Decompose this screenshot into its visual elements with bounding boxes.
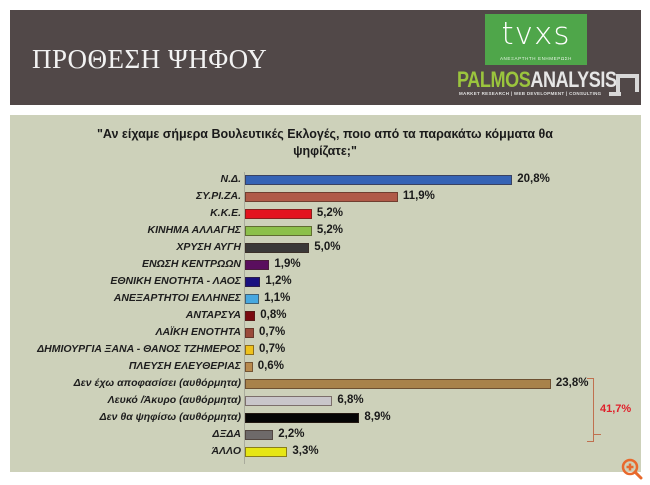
value-label: 0,6% <box>257 360 284 372</box>
undecided-bracket-tick <box>593 434 601 435</box>
value-label: 23,8% <box>555 377 589 389</box>
value-label: 1,9% <box>274 258 301 270</box>
bar-row: ΕΝΩΣΗ ΚΕΝΤΡΩΩΝ 1,9% <box>10 257 641 274</box>
category-label: Κ.Κ.Ε. <box>210 207 241 219</box>
bar-row: ΕΘΝΙΚΗ ΕΝΟΤΗΤΑ - ΛΑΟΣ 1,2% <box>10 274 641 291</box>
value-label: 1,2% <box>265 275 292 287</box>
bar <box>245 345 254 355</box>
category-label: Δεν έχω αποφασίσει (αυθόρμητα) <box>73 377 241 389</box>
bar <box>245 294 260 304</box>
bar <box>245 277 261 287</box>
bar <box>245 362 253 372</box>
palmos-logo-part2: ANALYSIS <box>530 67 617 92</box>
category-label: ΧΡΥΣΗ ΑΥΓΗ <box>176 241 241 253</box>
palmos-logo-tagline: MARKET RESEARCH | WEB DEVELOPMENT | CONS… <box>459 91 602 96</box>
tvxs-logo: tvxs ΑΝΕΞΑΡΤΗΤΗ ΕΝΗΜΕΡΩΣΗ <box>485 14 587 65</box>
value-label: 2,2% <box>278 428 305 440</box>
category-label: ΛΑΪΚΗ ΕΝΟΤΗΤΑ <box>155 326 241 338</box>
value-label: 0,8% <box>260 309 287 321</box>
bar-row: Ν.Δ. 20,8% <box>10 172 641 189</box>
bar-row: Δεν έχω αποφασίσει (αυθόρμητα) 23,8% <box>10 376 641 393</box>
bar-row: ΧΡΥΣΗ ΑΥΓΗ 5,0% <box>10 240 641 257</box>
category-label: Δεν θα ψηφίσω (αυθόρμητα) <box>99 411 241 423</box>
chart-panel: "Αν είχαμε σήμερα Βουλευτικές Εκλογές, π… <box>10 115 641 472</box>
category-label: Ν.Δ. <box>220 173 241 185</box>
value-label: 11,9% <box>402 190 435 202</box>
value-label: 6,8% <box>337 394 364 406</box>
bar-row: ΑΝΕΞΑΡΤΗΤΟΙ ΕΛΛΗΝΕΣ 1,1% <box>10 291 641 308</box>
palmos-analysis-logo: PALMOSANALYSIS MARKET RESEARCH | WEB DEV… <box>457 67 647 103</box>
palmos-logo-part1: PALMOS <box>457 67 531 92</box>
value-label: 8,9% <box>364 411 391 423</box>
bar <box>245 430 274 440</box>
zoom-in-icon[interactable] <box>620 457 644 481</box>
value-label: 0,7% <box>258 343 286 355</box>
category-label: ΔΞΔΑ <box>212 428 241 440</box>
category-label: ΆΛΛΟ <box>211 445 241 457</box>
palmos-logo-wordmark: PALMOSANALYSIS <box>457 67 617 93</box>
bar <box>245 192 398 202</box>
value-label: 5,2% <box>316 207 344 219</box>
bar <box>245 328 254 338</box>
bar-row: ΠΛΕΥΣΗ ΕΛΕΥΘΕΡΙΑΣ 0,6% <box>10 359 641 376</box>
undecided-total-label: 41,7% <box>600 403 632 415</box>
y-axis-line <box>244 172 245 464</box>
category-label: ΔΗΜΙΟΥΡΓΙΑ ΞΑΝΑ - ΘΑΝΟΣ ΤΖΗΜΕΡΟΣ <box>37 343 241 355</box>
bar <box>245 175 513 185</box>
bar-row: ΑΝΤΑΡΣΥΑ 0,8% <box>10 308 641 325</box>
bar-row: ΔΗΜΙΟΥΡΓΙΑ ΞΑΝΑ - ΘΑΝΟΣ ΤΖΗΜΕΡΟΣ 0,7% <box>10 342 641 359</box>
bar-row: Δεν θα ψηφίσω (αυθόρμητα) 8,9% <box>10 410 641 427</box>
palmos-logo-mark-icon <box>616 74 639 92</box>
header-banner: ΠΡΟΘΕΣΗ ΨΗΦΟΥ tvxs ΑΝΕΞΑΡΤΗΤΗ ΕΝΗΜΕΡΩΣΗ … <box>10 10 641 105</box>
bar <box>245 209 312 219</box>
bar <box>245 226 312 236</box>
value-label: 5,2% <box>316 224 344 236</box>
value-label: 20,8% <box>517 173 550 185</box>
value-label: 3,3% <box>292 445 319 457</box>
bar-row: ΛΑΪΚΗ ΕΝΟΤΗΤΑ 0,7% <box>10 325 641 342</box>
tvxs-logo-text: tvxs <box>501 16 571 52</box>
tvxs-logo-subtitle: ΑΝΕΞΑΡΤΗΤΗ ΕΝΗΜΕΡΩΣΗ <box>499 56 573 61</box>
bar-row: Κ.Κ.Ε. 5,2% <box>10 206 641 223</box>
bar <box>245 379 551 389</box>
bar-row: Λευκό /Άκυρο (αυθόρμητα) 6,8% <box>10 393 641 410</box>
bar-row: ΔΞΔΑ 2,2% <box>10 427 641 444</box>
bar <box>245 260 270 270</box>
category-label: ΑΝΤΑΡΣΥΑ <box>185 309 241 321</box>
chart-title: "Αν είχαμε σήμερα Βουλευτικές Εκλογές, π… <box>97 127 553 158</box>
category-label: ΣΥ.ΡΙ.ΖΑ. <box>196 190 241 202</box>
category-label: ΕΝΩΣΗ ΚΕΝΤΡΩΩΝ <box>141 258 241 270</box>
value-label: 1,1% <box>264 292 291 304</box>
value-label: 0,7% <box>258 326 286 338</box>
undecided-bracket <box>587 378 594 442</box>
category-label: ΚΙΝΗΜΑ ΑΛΛΑΓΗΣ <box>147 224 242 236</box>
bar <box>245 447 288 457</box>
category-label: ΕΘΝΙΚΗ ΕΝΟΤΗΤΑ - ΛΑΟΣ <box>110 275 241 287</box>
category-label: Λευκό /Άκυρο (αυθόρμητα) <box>107 394 241 406</box>
palmos-logo-mark-foot <box>609 92 621 96</box>
category-label: ΠΛΕΥΣΗ ΕΛΕΥΘΕΡΙΑΣ <box>128 360 241 372</box>
bar <box>245 243 310 253</box>
bar <box>245 311 256 321</box>
page-title: ΠΡΟΘΕΣΗ ΨΗΦΟΥ <box>32 44 268 74</box>
value-label: 5,0% <box>314 241 341 253</box>
bar-row: ΣΥ.ΡΙ.ΖΑ. 11,9% <box>10 189 641 206</box>
bar <box>245 413 360 423</box>
bar-row: ΆΛΛΟ 3,3% <box>10 444 641 461</box>
category-label: ΑΝΕΞΑΡΤΗΤΟΙ ΕΛΛΗΝΕΣ <box>113 292 241 304</box>
bar-row: ΚΙΝΗΜΑ ΑΛΛΑΓΗΣ 5,2% <box>10 223 641 240</box>
bar <box>245 396 333 406</box>
